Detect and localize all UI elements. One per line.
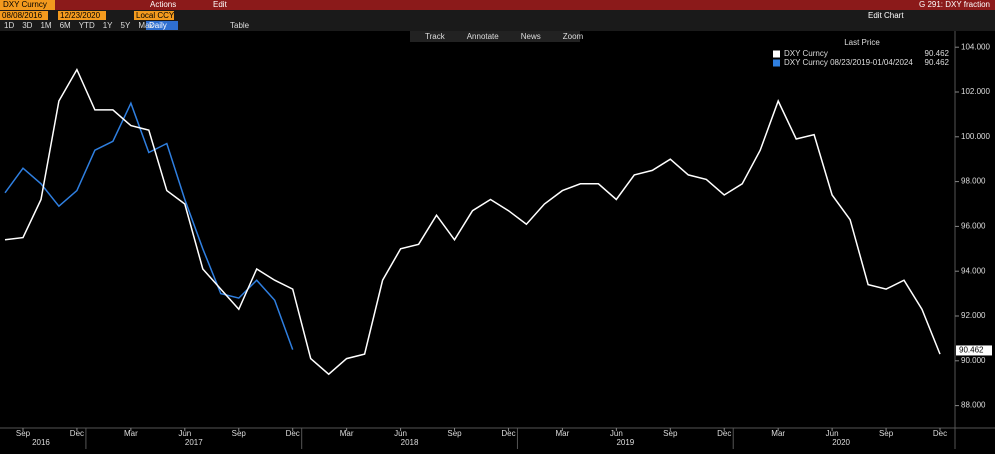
x-tick-label: Sep xyxy=(663,429,678,438)
year-label: 2020 xyxy=(832,438,850,447)
x-tick-label: Sep xyxy=(879,429,894,438)
top-bar xyxy=(0,0,995,10)
legend-name: DXY Curncy 08/23/2019-01/04/2024 xyxy=(784,58,913,67)
frequency: Daily xyxy=(149,21,167,30)
last-price-box xyxy=(956,345,992,356)
ccy-field[interactable] xyxy=(134,11,174,20)
actions-menu[interactable]: Actions xyxy=(150,0,176,9)
x-tick-label: Jun xyxy=(394,429,407,438)
y-tick-label: 104.000 xyxy=(961,42,990,51)
y-tick-label: 102.000 xyxy=(961,87,990,96)
page-id: G 291: DXY fraction xyxy=(919,0,990,9)
edit-menu[interactable]: Edit xyxy=(213,0,228,9)
end-date: 12/23/2020 xyxy=(60,11,101,20)
legend-swatch xyxy=(773,50,780,58)
currency: Local CCY xyxy=(136,11,175,20)
security-field[interactable] xyxy=(0,0,55,10)
table-button[interactable]: Table xyxy=(230,21,250,30)
period-button[interactable]: 6M xyxy=(60,21,71,30)
legend-value: 90.462 xyxy=(925,58,950,67)
y-tick-label: 88.000 xyxy=(961,401,986,410)
chart-tool[interactable]: Annotate xyxy=(467,32,500,41)
chart-tool[interactable]: Zoom xyxy=(563,32,584,41)
start-date: 08/08/2016 xyxy=(2,11,43,20)
period-button[interactable]: YTD xyxy=(79,21,95,30)
price-line xyxy=(4,101,294,350)
y-tick-label: 96.000 xyxy=(961,222,986,231)
y-tick-label: 98.000 xyxy=(961,177,986,186)
frequency-field[interactable] xyxy=(146,21,178,30)
x-tick-label: Dec xyxy=(717,429,731,438)
x-tick-label: Sep xyxy=(16,429,31,438)
x-tick-label: Dec xyxy=(933,429,947,438)
period-button[interactable]: 1M xyxy=(40,21,51,30)
period-button[interactable]: 5Y xyxy=(121,21,131,30)
chart-tool[interactable]: News xyxy=(521,32,541,41)
period-button[interactable]: 3D xyxy=(22,21,32,30)
legend-title: Last Price xyxy=(844,38,880,47)
x-tick-label: Mar xyxy=(124,429,138,438)
last-price-label: 90.462 xyxy=(959,346,984,355)
y-tick-label: 92.000 xyxy=(961,311,986,320)
end-field[interactable] xyxy=(58,11,106,20)
y-tick-label: 94.000 xyxy=(961,266,986,275)
security: DXY Curncy xyxy=(3,0,47,9)
x-tick-label: Jun xyxy=(178,429,191,438)
legend-swatch xyxy=(773,59,780,67)
chart-tool[interactable]: Track xyxy=(425,32,446,41)
period-button[interactable]: 1Y xyxy=(103,21,113,30)
year-label: 2019 xyxy=(616,438,634,447)
x-tick-label: Sep xyxy=(232,429,247,438)
y-tick-label: 100.000 xyxy=(961,132,990,141)
x-tick-label: Mar xyxy=(556,429,570,438)
legend xyxy=(770,36,952,70)
period-button[interactable]: Max xyxy=(138,21,153,30)
year-label: 2017 xyxy=(185,438,203,447)
x-tick-label: Mar xyxy=(771,429,785,438)
start-field[interactable] xyxy=(0,11,48,20)
x-tick-label: Dec xyxy=(70,429,84,438)
year-label: 2018 xyxy=(401,438,419,447)
toolbar xyxy=(0,10,995,31)
period-button[interactable]: 1D xyxy=(4,21,14,30)
x-tick-label: Jun xyxy=(610,429,623,438)
price-line xyxy=(4,67,941,376)
x-tick-label: Mar xyxy=(340,429,354,438)
edit-chart[interactable]: Edit Chart xyxy=(868,11,904,20)
x-tick-label: Jun xyxy=(826,429,839,438)
legend-name: DXY Curncy xyxy=(784,49,828,58)
year-label: 2016 xyxy=(32,438,50,447)
x-tick-label: Dec xyxy=(501,429,515,438)
x-tick-label: Dec xyxy=(286,429,300,438)
y-tick-label: 90.000 xyxy=(961,356,986,365)
legend-value: 90.462 xyxy=(925,49,950,58)
chart-tools-bar xyxy=(410,31,580,42)
x-tick-label: Sep xyxy=(447,429,462,438)
